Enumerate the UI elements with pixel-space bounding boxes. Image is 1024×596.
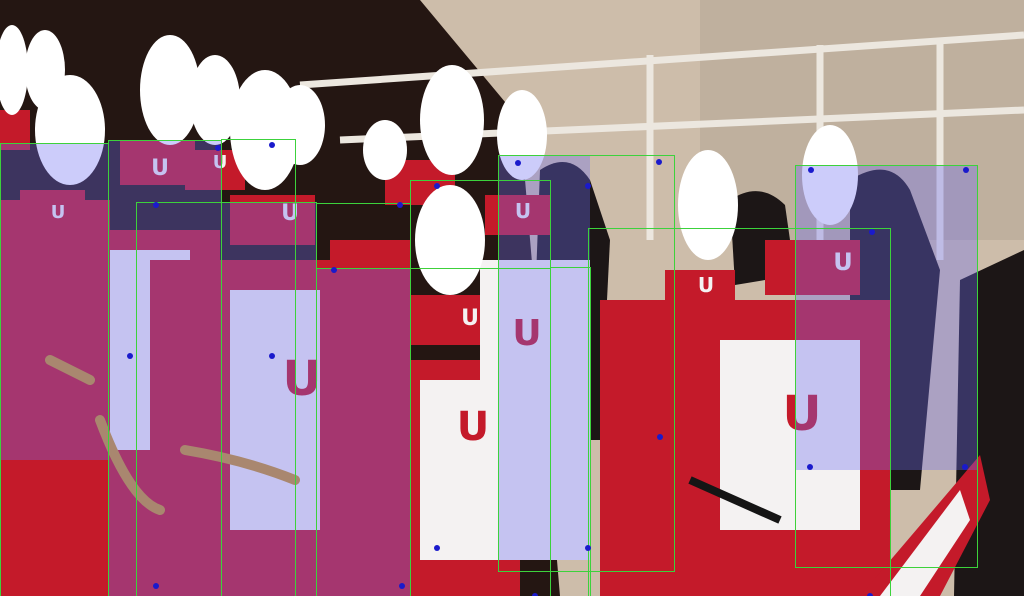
chest-letter: U xyxy=(283,351,322,407)
hat-letter: U xyxy=(281,201,299,226)
hat-letter: U xyxy=(51,202,66,223)
hat-letter: U xyxy=(515,199,531,223)
hat-letter: U xyxy=(213,152,228,173)
hat-letter: U xyxy=(833,248,853,276)
hat-letter: U xyxy=(151,156,169,181)
chest-letter: U xyxy=(512,313,541,354)
hat-letter: U xyxy=(461,306,479,331)
hat-letter: U xyxy=(698,273,714,297)
chest-letter: U xyxy=(783,386,822,442)
chest-letter: U xyxy=(457,404,489,450)
